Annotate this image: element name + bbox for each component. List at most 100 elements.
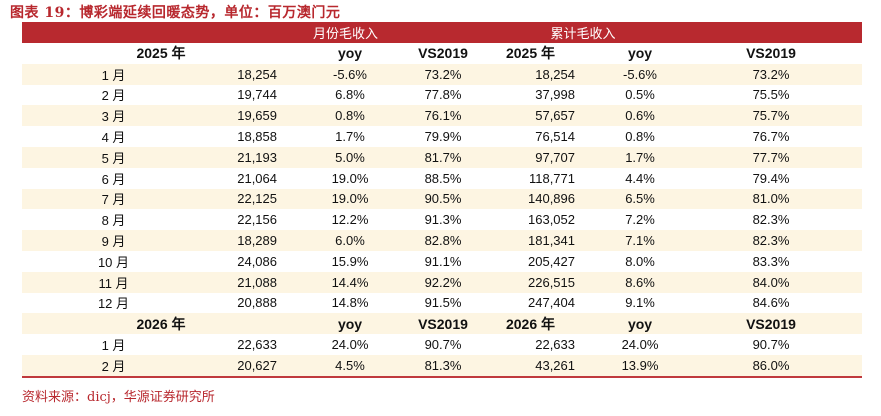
- cumulative-revenue: 18,254: [486, 63, 600, 85]
- monthly-vs2019: 91.1%: [424, 253, 462, 269]
- month-cell: 2 月: [22, 354, 205, 378]
- monthly-revenue: 19,659: [205, 105, 300, 127]
- monthly-yoy: 19.0%: [331, 170, 369, 186]
- cumulative-yoy: 8.6%: [600, 271, 681, 293]
- monthly-vs2019: 92.2%: [400, 271, 486, 293]
- cumulative-revenue: 76,514: [535, 129, 575, 145]
- monthly-vs2019: 82.8%: [400, 230, 486, 251]
- cumulative-revenue: 163,052: [528, 212, 575, 228]
- monthly-yoy: 15.9%: [331, 253, 369, 269]
- monthly-yoy: 6.0%: [300, 230, 400, 251]
- cumulative-yoy: -5.6%: [600, 63, 681, 85]
- table-row: 7 月 22,125 19.0% 90.5% 140,896 6.5% 81.0%: [22, 188, 863, 210]
- cumulative-vs2019: 76.7%: [752, 129, 790, 145]
- table-row: 9 月 18,289 6.0% 82.8% 181,341 7.1% 82.3%: [22, 230, 863, 251]
- table-row: 5 月 21,193 5.0% 81.7% 97,707 1.7% 77.7%: [22, 146, 863, 168]
- monthly-revenue: 22,633: [237, 337, 277, 353]
- month-cell: 5 月: [22, 146, 205, 168]
- cumulative-revenue: 140,896: [486, 188, 600, 210]
- monthly-revenue: 19,744: [237, 87, 277, 103]
- month-cell: 4 月: [101, 130, 126, 146]
- monthly-vs2019: 90.7%: [424, 337, 462, 353]
- table-row: 2 月 20,627 4.5% 81.3% 43,261 13.9% 86.0%: [22, 354, 863, 378]
- monthly-revenue: 24,086: [237, 253, 277, 269]
- monthly-yoy: 14.4%: [300, 271, 400, 293]
- monthly-vs2019: 73.2%: [400, 63, 486, 85]
- monthly-revenue: 22,156: [237, 212, 277, 228]
- header-cumulative: 累计毛收入: [486, 22, 681, 43]
- monthly-yoy: 1.7%: [335, 129, 365, 145]
- monthly-vs2019: 77.8%: [424, 87, 462, 103]
- cumulative-vs2019: 81.0%: [680, 188, 863, 210]
- cumulative-revenue: 118,771: [528, 170, 575, 186]
- monthly-yoy: 24.0%: [331, 337, 369, 353]
- monthly-revenue: 21,064: [237, 170, 277, 186]
- subheader-year: 2026 年: [22, 313, 300, 335]
- header-monthly: 月份毛收入: [205, 22, 486, 43]
- table-header-row: 月份毛收入 累计毛收入: [22, 22, 863, 43]
- chart-title: 图表 19：博彩端延续回暖态势，单位：百万澳门元: [10, 5, 341, 21]
- month-cell: 1 月: [22, 63, 205, 85]
- month-cell: 10 月: [97, 254, 130, 270]
- cumulative-yoy: 7.2%: [625, 212, 655, 228]
- cumulative-revenue: 43,261: [486, 354, 600, 378]
- subheader-year-cum: 2026 年: [486, 313, 600, 335]
- cumulative-vs2019: 77.7%: [680, 146, 863, 168]
- table-row: 3 月 19,659 0.8% 76.1% 57,657 0.6% 75.7%: [22, 105, 863, 127]
- cumulative-yoy: 0.6%: [600, 105, 681, 127]
- cumulative-yoy: 24.0%: [621, 337, 659, 353]
- month-cell: 6 月: [101, 171, 126, 187]
- monthly-vs2019: 76.1%: [400, 105, 486, 127]
- cumulative-vs2019: 82.3%: [752, 212, 790, 228]
- month-cell: 2 月: [101, 88, 126, 104]
- monthly-vs2019: 90.5%: [400, 188, 486, 210]
- subheader-yoy: yoy: [337, 45, 363, 62]
- table-row: 4 月 18,858 1.7% 79.9% 76,514 0.8% 76.7%: [22, 126, 862, 147]
- cumulative-yoy: 6.5%: [600, 188, 681, 210]
- monthly-vs2019: 81.7%: [400, 146, 486, 168]
- monthly-yoy: 12.2%: [331, 212, 369, 228]
- cumulative-yoy: 8.0%: [625, 253, 655, 269]
- cumulative-revenue: 205,427: [528, 253, 575, 269]
- cumulative-yoy: 1.7%: [600, 146, 681, 168]
- table-row: 1 月 22,633 24.0% 90.7% 22,633 24.0% 90.7%: [22, 334, 862, 355]
- monthly-revenue: 20,627: [205, 354, 300, 378]
- monthly-yoy: 6.8%: [335, 87, 365, 103]
- monthly-revenue: 21,088: [205, 271, 300, 293]
- cumulative-vs2019: 82.3%: [680, 230, 863, 251]
- table-row: 11 月 21,088 14.4% 92.2% 226,515 8.6% 84.0%: [22, 271, 863, 293]
- cumulative-vs2019: 90.7%: [752, 337, 790, 353]
- source-note: 资料来源：dicj，华源证券研究所: [22, 390, 215, 405]
- cumulative-vs2019: 73.2%: [680, 63, 863, 85]
- section-subheader-row: 2025 年 yoy VS2019 2025 年 yoy VS2019: [22, 43, 862, 64]
- cumulative-yoy: 9.1%: [625, 295, 655, 311]
- subheader-yoy: yoy: [300, 313, 400, 335]
- monthly-yoy: 14.8%: [331, 295, 369, 311]
- subheader-vs2019: VS2019: [418, 45, 468, 62]
- monthly-vs2019: 88.5%: [424, 170, 462, 186]
- subheader-year: 2025 年: [136, 45, 186, 62]
- cumulative-revenue: 247,404: [528, 295, 575, 311]
- month-cell: 7 月: [22, 188, 205, 210]
- subheader-vs2019: VS2019: [400, 313, 486, 335]
- cumulative-yoy: 0.8%: [625, 129, 655, 145]
- subheader-yoy-cum: yoy: [600, 313, 681, 335]
- cumulative-yoy: 0.5%: [625, 87, 655, 103]
- monthly-vs2019: 79.9%: [424, 129, 462, 145]
- month-cell: 11 月: [22, 271, 205, 293]
- subheader-vs2019-cum: VS2019: [680, 313, 863, 335]
- cumulative-vs2019: 84.6%: [752, 295, 790, 311]
- monthly-revenue: 18,254: [205, 63, 300, 85]
- month-cell: 8 月: [101, 213, 126, 229]
- table-row: 10 月 24,086 15.9% 91.1% 205,427 8.0% 83.3%: [22, 251, 862, 272]
- subheader-yoy-cum: yoy: [627, 45, 653, 62]
- monthly-vs2019: 91.3%: [424, 212, 462, 228]
- section-subheader-row: 2026 年 yoy VS2019 2026 年 yoy VS2019: [22, 313, 863, 335]
- cumulative-revenue: 181,341: [486, 230, 600, 251]
- month-cell: 12 月: [97, 296, 130, 312]
- cumulative-yoy: 7.1%: [600, 230, 681, 251]
- monthly-vs2019: 91.5%: [424, 295, 462, 311]
- cumulative-vs2019: 86.0%: [680, 354, 863, 378]
- cumulative-revenue: 22,633: [535, 337, 575, 353]
- subheader-year-cum: 2025 年: [505, 45, 556, 62]
